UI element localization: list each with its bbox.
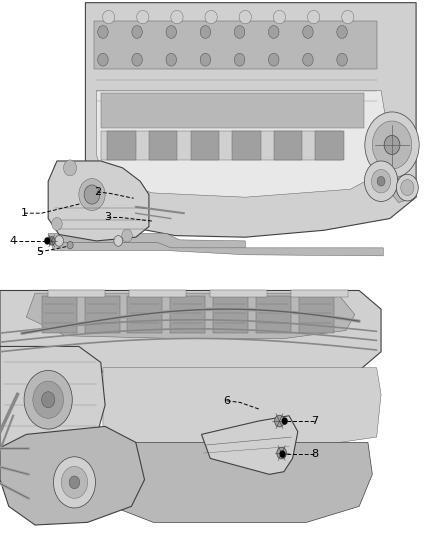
Circle shape — [200, 53, 211, 66]
Circle shape — [279, 450, 286, 458]
Circle shape — [234, 26, 245, 38]
Text: 7: 7 — [311, 416, 318, 426]
Ellipse shape — [205, 11, 217, 24]
Polygon shape — [94, 21, 377, 69]
Polygon shape — [26, 293, 355, 338]
Circle shape — [234, 53, 245, 66]
Polygon shape — [53, 243, 383, 256]
Text: 1: 1 — [21, 208, 28, 218]
Bar — [291, 290, 348, 297]
Polygon shape — [48, 161, 149, 241]
Circle shape — [52, 217, 62, 230]
Circle shape — [268, 26, 279, 38]
Ellipse shape — [137, 11, 149, 24]
Ellipse shape — [342, 11, 354, 24]
Bar — [299, 296, 334, 333]
Circle shape — [166, 26, 177, 38]
Circle shape — [303, 26, 313, 38]
Circle shape — [371, 169, 391, 193]
Circle shape — [122, 229, 132, 242]
Ellipse shape — [307, 11, 320, 24]
Text: 2: 2 — [94, 187, 101, 197]
Circle shape — [48, 237, 55, 245]
Circle shape — [42, 392, 55, 408]
Bar — [127, 296, 162, 333]
Bar — [42, 296, 77, 333]
Polygon shape — [85, 3, 416, 237]
Ellipse shape — [273, 11, 286, 24]
Bar — [274, 131, 302, 160]
Circle shape — [377, 176, 385, 186]
Bar — [101, 131, 342, 160]
Circle shape — [69, 476, 80, 489]
Circle shape — [61, 466, 88, 498]
Bar — [191, 131, 219, 160]
Bar — [315, 131, 344, 160]
Text: 5: 5 — [36, 247, 43, 256]
Circle shape — [384, 135, 400, 155]
Circle shape — [114, 236, 123, 246]
Bar — [129, 290, 186, 297]
Circle shape — [303, 53, 313, 66]
Circle shape — [53, 457, 95, 508]
Circle shape — [98, 26, 108, 38]
Bar — [256, 296, 291, 333]
Circle shape — [282, 417, 288, 425]
Ellipse shape — [102, 11, 115, 24]
Polygon shape — [392, 179, 416, 203]
Bar — [170, 296, 205, 333]
Polygon shape — [0, 426, 145, 525]
Text: 6: 6 — [223, 396, 230, 406]
Ellipse shape — [239, 11, 251, 24]
Circle shape — [275, 415, 284, 427]
Circle shape — [396, 174, 418, 201]
Circle shape — [166, 53, 177, 66]
Circle shape — [268, 53, 279, 66]
Circle shape — [64, 160, 77, 176]
Text: 3: 3 — [104, 213, 111, 222]
Circle shape — [401, 180, 414, 196]
Polygon shape — [0, 290, 381, 378]
Bar — [149, 131, 177, 160]
Circle shape — [132, 53, 142, 66]
Circle shape — [44, 237, 50, 245]
Circle shape — [277, 447, 286, 459]
Circle shape — [337, 26, 347, 38]
Polygon shape — [0, 346, 105, 469]
Circle shape — [364, 161, 398, 201]
Circle shape — [79, 179, 105, 211]
Circle shape — [132, 26, 142, 38]
Circle shape — [337, 53, 347, 66]
Ellipse shape — [171, 11, 183, 24]
Circle shape — [200, 26, 211, 38]
Circle shape — [98, 53, 108, 66]
Circle shape — [67, 241, 73, 249]
Bar — [210, 290, 267, 297]
Bar — [232, 131, 261, 160]
Polygon shape — [103, 442, 372, 522]
Bar — [101, 93, 364, 128]
Polygon shape — [96, 91, 385, 197]
Text: 4: 4 — [10, 236, 17, 246]
Circle shape — [84, 185, 100, 204]
Bar — [213, 296, 248, 333]
Text: 8: 8 — [311, 449, 318, 459]
Polygon shape — [103, 368, 381, 450]
Bar — [107, 131, 136, 160]
Polygon shape — [48, 233, 245, 248]
Circle shape — [24, 370, 72, 429]
Polygon shape — [201, 416, 298, 474]
Circle shape — [372, 121, 412, 169]
Circle shape — [55, 236, 64, 246]
Circle shape — [33, 381, 64, 418]
Circle shape — [365, 112, 419, 178]
Bar — [85, 296, 120, 333]
Bar — [48, 290, 105, 297]
